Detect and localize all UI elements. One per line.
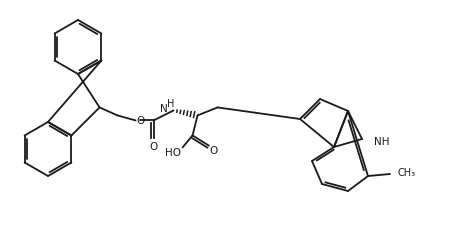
- Text: O: O: [136, 116, 144, 126]
- Text: NH: NH: [373, 137, 388, 146]
- Text: O: O: [149, 142, 157, 152]
- Text: N: N: [159, 104, 167, 114]
- Text: HO: HO: [164, 148, 180, 158]
- Text: H: H: [167, 99, 174, 109]
- Text: O: O: [209, 146, 217, 156]
- Text: CH₃: CH₃: [397, 167, 415, 177]
